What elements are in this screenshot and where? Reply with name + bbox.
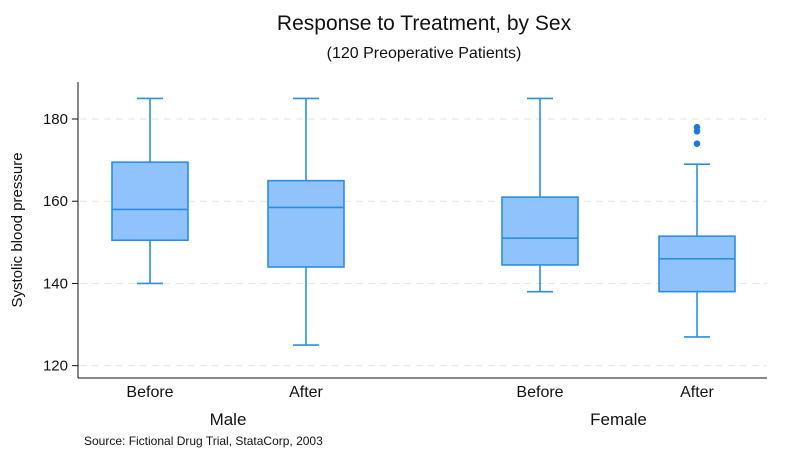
outlier-point: [693, 123, 701, 131]
category-label: After: [289, 384, 323, 401]
group-label: Female: [590, 410, 647, 429]
iqr-box: [267, 179, 345, 268]
y-axis-title: Systolic blood pressure: [9, 152, 26, 307]
category-label: After: [680, 384, 714, 401]
y-tick-label: 180: [43, 111, 68, 128]
chart-title: Response to Treatment, by Sex: [277, 12, 572, 35]
y-tick-label: 120: [43, 358, 68, 375]
iqr-box: [501, 196, 579, 266]
outlier-point: [693, 140, 701, 147]
group-label: Male: [210, 410, 247, 429]
y-tick-label: 140: [43, 275, 68, 292]
chart-subtitle: (120 Preoperative Patients): [327, 45, 522, 62]
source-note: Source: Fictional Drug Trial, StataCorp,…: [84, 434, 323, 448]
category-label: Before: [126, 384, 173, 401]
iqr-box: [658, 235, 736, 293]
category-label: Before: [516, 384, 563, 401]
iqr-box: [111, 161, 189, 242]
plot-area: 120 140 160 180 Before After Male Before After Fe…: [43, 82, 767, 429]
y-tick-label: 160: [43, 193, 68, 210]
